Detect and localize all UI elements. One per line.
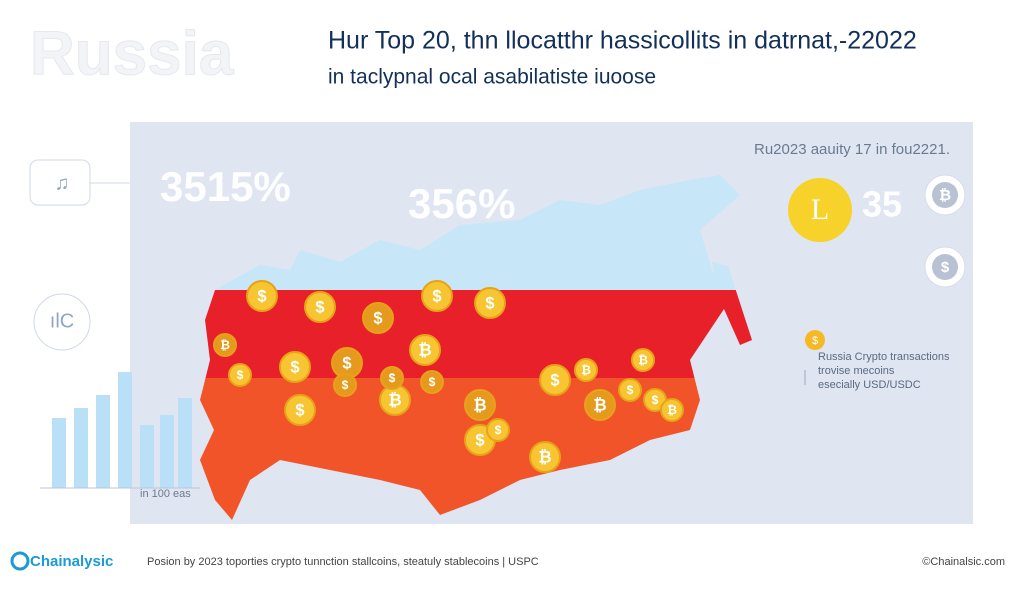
coin <box>805 330 825 350</box>
coin <box>333 373 357 397</box>
coin-label: ₿ <box>220 338 230 352</box>
coin <box>464 389 496 421</box>
subtitle: in taclypnal ocal asabilatiste iuoose <box>328 66 656 89</box>
coin <box>574 358 598 382</box>
stat: 3515% <box>160 163 291 210</box>
coin-label: ₿ <box>473 396 486 414</box>
copyright: ©Chainalsic.com <box>922 556 1005 568</box>
coin-label: L <box>811 193 829 226</box>
coin-label: $ <box>550 371 559 389</box>
coin <box>213 333 237 357</box>
coin <box>421 280 453 312</box>
coin-label: $ <box>257 287 266 305</box>
chart-caption: in 100 eas <box>140 488 191 500</box>
stat: 35 <box>862 184 902 225</box>
coin-label: $ <box>495 423 502 437</box>
coin <box>788 178 852 242</box>
coin-label: $ <box>342 378 349 392</box>
coin-label: $ <box>290 358 299 376</box>
coin-label: ₿ <box>593 396 606 414</box>
note: Ru2023 aauity 17 in fou2221. <box>754 141 950 158</box>
coin-label: ₿ <box>638 353 648 367</box>
logo-mark <box>10 551 30 571</box>
coin-label: $ <box>485 294 494 312</box>
coin-label: $ <box>389 371 396 385</box>
mini-chart <box>40 372 200 489</box>
coin <box>529 441 561 473</box>
coin-label: $ <box>627 383 634 397</box>
coin-label: ₿ <box>667 403 677 417</box>
coins: $ $ $ $ $ ₿ ₿ $ $ ₿ $ $ ₿ $ ₿ $ $ ₿ $ ₿ $ ₿ $ $ $ ₿ ₿ $ <box>213 174 966 473</box>
coin-inner <box>932 254 958 280</box>
coin <box>304 291 336 323</box>
coin-label: ₿ <box>388 391 401 409</box>
coin <box>279 351 311 383</box>
legend-text: Russia Crypto transactions <box>818 351 950 363</box>
coin <box>660 398 684 422</box>
coin-label: ₿ <box>581 363 591 377</box>
mini-bar <box>140 425 154 488</box>
coin <box>362 302 394 334</box>
mini-bar <box>118 372 132 488</box>
coin <box>420 370 444 394</box>
coin <box>631 348 655 372</box>
coin-label: $ <box>941 259 950 276</box>
legend-text: trovise mecoins <box>818 365 895 377</box>
coin-label: $ <box>432 287 441 305</box>
coin <box>228 363 252 387</box>
coin-label: $ <box>342 354 351 372</box>
coin-label: $ <box>373 309 382 327</box>
coin-label: ₿ <box>418 341 431 359</box>
coin <box>409 334 441 366</box>
coin-label: $ <box>652 393 659 407</box>
coin <box>486 418 510 442</box>
coin-label: $ <box>315 298 324 316</box>
coin <box>284 394 316 426</box>
coin-label: ₿ <box>939 187 951 204</box>
icon: ılC <box>50 310 74 332</box>
coin-label: $ <box>429 375 436 389</box>
coin <box>539 364 571 396</box>
legend-text: esecially USD/USDC <box>818 379 921 391</box>
coin-inner <box>932 182 958 208</box>
coin-label: $ <box>812 335 818 347</box>
coin <box>246 280 278 312</box>
icon-ring <box>33 293 91 351</box>
coin-label: $ <box>475 431 484 449</box>
coin-label: ₿ <box>538 448 551 466</box>
footer-text: Posion by 2023 toporties crypto tunnctio… <box>147 556 539 568</box>
icon: ♫ <box>55 172 70 194</box>
watermark: Russia <box>30 19 234 88</box>
mini-bar <box>74 408 88 488</box>
mini-bar <box>178 398 192 488</box>
brand: Chainalysic <box>30 553 113 570</box>
title: Hur Top 20, thn llocatthr hassicollits i… <box>328 27 917 55</box>
stat: 356% <box>408 180 515 227</box>
coin <box>618 378 642 402</box>
mini-bar <box>96 395 110 488</box>
coin <box>474 287 506 319</box>
mini-bar <box>160 415 174 488</box>
coin <box>380 366 404 390</box>
coin-label: $ <box>237 368 244 382</box>
coin-label: $ <box>295 401 304 419</box>
coin <box>584 389 616 421</box>
mini-bar <box>52 418 66 488</box>
